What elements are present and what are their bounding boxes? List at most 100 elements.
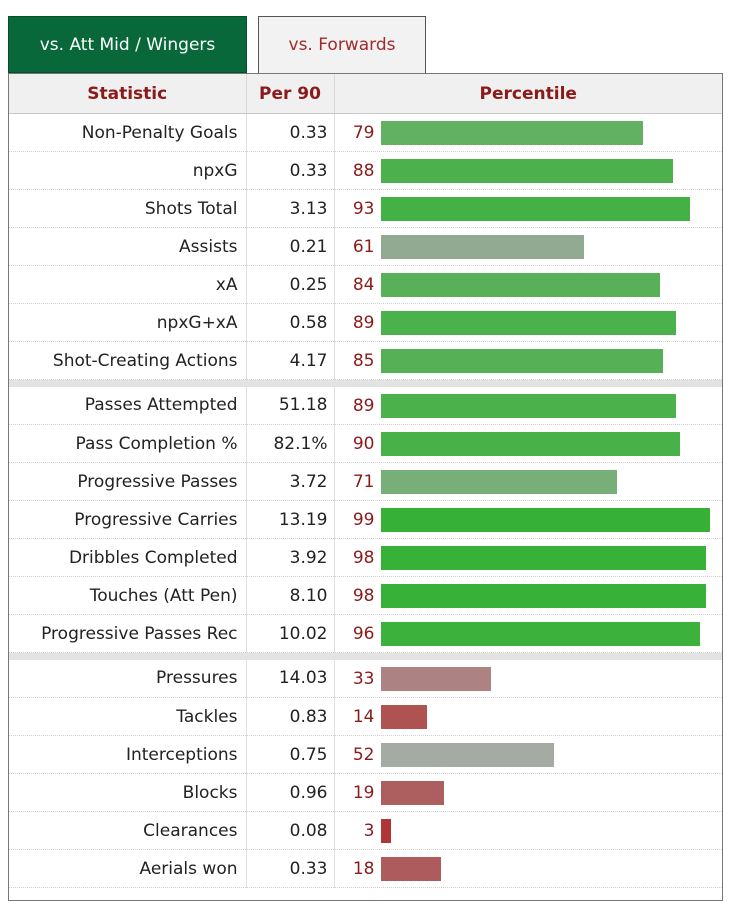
stat-name: Progressive Passes Rec: [9, 614, 247, 653]
percentile-bar: [380, 622, 700, 646]
percentile-value: 88: [352, 161, 375, 181]
percentile-cell: 79: [334, 113, 722, 152]
percentile-cell: 85: [334, 341, 722, 380]
percentile-value: 96: [352, 624, 375, 644]
stat-name: Clearances: [9, 811, 247, 850]
percentile-value: 89: [352, 313, 375, 333]
percentile-cell: 89: [334, 386, 722, 425]
percentile-cell: 33: [334, 659, 722, 698]
table-row: Clearances 0.08 3: [9, 811, 722, 850]
table-row: Interceptions 0.75 52: [9, 735, 722, 774]
percentile-value: 85: [352, 351, 375, 371]
per90-value: 0.58: [246, 303, 335, 342]
percentile-cell: 19: [334, 773, 722, 812]
table-row: Non-Penalty Goals 0.33 79: [9, 113, 722, 152]
table-row: Pressures 14.03 33: [9, 659, 722, 698]
percentile-bar: [380, 743, 554, 767]
table-row: Progressive Passes 3.72 71: [9, 462, 722, 501]
group-separator-cell: [9, 379, 722, 387]
table-row: Shots Total 3.13 93: [9, 189, 722, 228]
stat-name: Assists: [9, 227, 247, 266]
percentile-value: 33: [352, 668, 375, 689]
group-separator: [9, 652, 722, 660]
stat-name: Progressive Carries: [9, 500, 247, 539]
per90-value: 82.1%: [246, 424, 335, 463]
table-row: Dribbles Completed 3.92 98: [9, 538, 722, 577]
table-row: Pass Completion % 82.1% 90: [9, 424, 722, 463]
per90-value: 0.83: [246, 697, 335, 736]
percentile-bar: [380, 666, 491, 691]
stat-name: Pass Completion %: [9, 424, 247, 463]
percentile-bar: [380, 432, 680, 456]
percentile-bar: [380, 349, 663, 373]
percentile-cell: 71: [334, 462, 722, 501]
table-header-row: Statistic Per 90 Percentile: [9, 74, 722, 114]
percentile-value: 19: [352, 783, 375, 803]
per90-value: 0.75: [246, 735, 335, 774]
percentile-value: 79: [352, 123, 375, 143]
table-row: Tackles 0.83 14: [9, 697, 722, 736]
percentile-value: 98: [352, 548, 375, 568]
per90-value: 10.02: [246, 614, 335, 653]
tab-vs-att-mid-wingers[interactable]: vs. Att Mid / Wingers: [8, 16, 247, 73]
per90-value: 3.92: [246, 538, 335, 577]
header-statistic[interactable]: Statistic: [9, 74, 247, 114]
percentile-value: 98: [352, 586, 375, 606]
per90-value: 3.72: [246, 462, 335, 501]
percentile-bar: [380, 508, 710, 532]
stat-name: Blocks: [9, 773, 247, 812]
percentile-value: 93: [352, 199, 375, 219]
percentile-bar: [380, 311, 676, 335]
percentile-cell: 93: [334, 189, 722, 228]
percentile-cell: 96: [334, 614, 722, 653]
stat-name: Interceptions: [9, 735, 247, 774]
stat-name: Touches (Att Pen): [9, 576, 247, 615]
percentile-cell: 14: [334, 697, 722, 736]
percentile-cell: 18: [334, 849, 722, 888]
stat-name: Shots Total: [9, 189, 247, 228]
header-per90[interactable]: Per 90: [246, 74, 335, 114]
percentile-cell: 89: [334, 303, 722, 342]
tab-vs-forwards[interactable]: vs. Forwards: [258, 16, 426, 73]
stat-name: xA: [9, 265, 247, 304]
percentile-cell: 84: [334, 265, 722, 304]
percentile-value: 14: [352, 707, 375, 727]
per90-value: 0.33: [246, 151, 335, 190]
percentile-cell: 61: [334, 227, 722, 266]
percentile-bar: [380, 159, 673, 183]
table-row: Progressive Carries 13.19 99: [9, 500, 722, 539]
per90-value: 0.25: [246, 265, 335, 304]
percentile-bar: [380, 705, 427, 729]
stat-name: npxG+xA: [9, 303, 247, 342]
table-row: Touches (Att Pen) 8.10 98: [9, 576, 722, 615]
per90-value: 0.96: [246, 773, 335, 812]
header-percentile[interactable]: Percentile: [334, 74, 722, 114]
percentile-bar: [380, 273, 660, 297]
group-separator: [9, 379, 722, 387]
percentile-bar: [380, 546, 706, 570]
percentile-cell: 52: [334, 735, 722, 774]
percentile-bar: [380, 121, 643, 145]
table-row: Passes Attempted 51.18 89: [9, 386, 722, 425]
per90-value: 4.17: [246, 341, 335, 380]
percentile-value: 71: [352, 472, 375, 492]
table-body: Non-Penalty Goals 0.33 79 npxG 0.33 88 Shots T…: [9, 113, 722, 888]
stat-name: Non-Penalty Goals: [9, 113, 247, 152]
per90-value: 51.18: [246, 386, 335, 425]
table-row: Shot-Creating Actions 4.17 85: [9, 341, 722, 380]
per90-value: 8.10: [246, 576, 335, 615]
table-row: Progressive Passes Rec 10.02 96: [9, 614, 722, 653]
per90-value: 0.33: [246, 849, 335, 888]
percentile-bar: [380, 393, 676, 418]
percentile-table: Statistic Per 90 Percentile Non-Penalty …: [9, 74, 722, 888]
table-row: Aerials won 0.33 18: [9, 849, 722, 888]
table-row: Assists 0.21 61: [9, 227, 722, 266]
stat-name: Dribbles Completed: [9, 538, 247, 577]
percentile-cell: 3: [334, 811, 722, 850]
table-row: npxG+xA 0.58 89: [9, 303, 722, 342]
per90-value: 14.03: [246, 659, 335, 698]
percentile-bar: [380, 781, 444, 805]
percentile-value: 89: [352, 395, 375, 416]
percentile-value: 84: [352, 275, 375, 295]
percentile-bar: [380, 819, 391, 843]
